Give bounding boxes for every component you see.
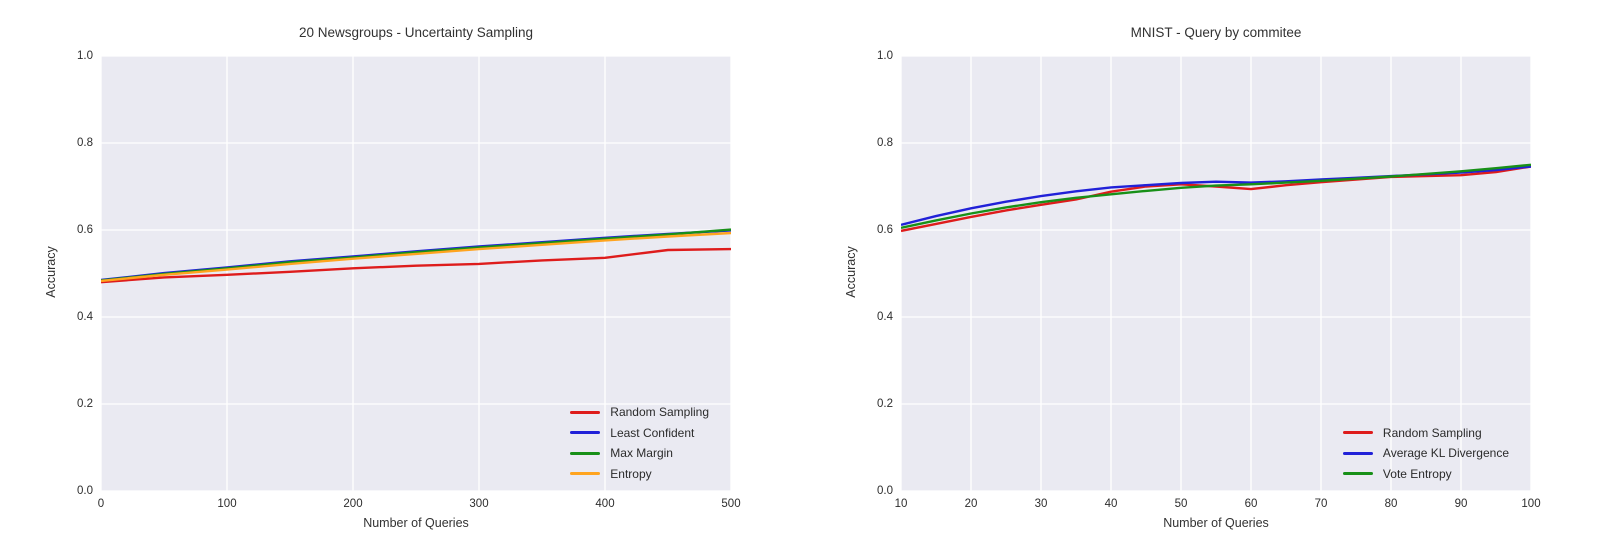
legend-row-max-margin: Max Margin [570,443,709,464]
series-line-random-sampling [101,247,731,284]
x-axis-label: Number of Queries [363,516,469,530]
legend-row-vote-entropy: Vote Entropy [1342,464,1509,485]
x-tick-label: 10 [894,498,908,510]
y-tick-label: 0.8 [77,137,93,149]
legend-label: Vote Entropy [1382,466,1452,481]
legend-label: Least Confident [610,425,695,440]
legend-line-icon [570,410,601,414]
chart-title: MNIST - Query by commitee [1130,25,1302,40]
x-tick-label: 300 [469,498,489,510]
x-axis-label: Number of Queries [1163,516,1269,530]
legend-label: Random Sampling [610,405,709,420]
y-tick-label: 0.6 [877,224,893,236]
y-tick-label: 0.0 [877,485,893,497]
series-line-random-sampling [901,165,1531,233]
x-tick-label: 50 [1174,498,1188,510]
y-tick-label: 1.0 [877,50,893,62]
y-tick-label: 0.4 [877,311,893,323]
legend-line-icon [570,431,601,435]
series-line-vote-entropy [901,163,1531,229]
legend-label: Max Margin [610,446,673,461]
legend-label: Entropy [610,466,652,481]
chart-panel-mnist: MNIST - Query by commitee Accuracy Rando… [800,0,1600,550]
x-tick-label: 20 [964,498,978,510]
legend-row-least-confident: Least Confident [570,423,709,444]
y-tick-label: 0.6 [77,224,93,236]
legend: Random Sampling Least Confident Max Margin… [570,402,709,484]
x-tick-label: 200 [343,498,363,510]
legend-line-icon [570,451,601,455]
plot-area: Random Sampling Average KL Divergence Vote… [901,56,1531,491]
legend-line-icon [1342,451,1373,455]
y-tick-label: 0.2 [77,398,93,410]
x-tick-label: 100 [1521,498,1541,510]
legend-row-random-sampling: Random Sampling [570,402,709,423]
x-tick-label: 60 [1244,498,1258,510]
y-axis-label: Accuracy [44,246,58,298]
chart-panel-20newsgroups: 20 Newsgroups - Uncertainty Sampling Acc… [44,25,741,530]
y-tick-label: 0.0 [77,485,93,497]
x-tick-label: 40 [1104,498,1118,510]
x-tick-label: 500 [721,498,741,510]
legend-row-random-sampling: Random Sampling [1342,423,1509,444]
y-tick-label: 0.4 [77,311,93,323]
chart-svg [901,56,1531,491]
legend-row-average-kl-divergence: Average KL Divergence [1342,443,1509,464]
legend-line-icon [570,472,601,476]
y-tick-label: 0.8 [877,137,893,149]
chart-title: 20 Newsgroups - Uncertainty Sampling [298,25,534,40]
y-axis-label: Accuracy [844,246,858,298]
legend: Random Sampling Average KL Divergence Vote… [1342,423,1509,485]
legend-line-icon [1342,472,1373,476]
x-tick-label: 30 [1034,498,1048,510]
x-tick-label: 80 [1384,498,1398,510]
plot-area: Random Sampling Least Confident Max Margin… [101,56,731,491]
x-tick-label: 0 [97,498,105,510]
y-tick-label: 0.2 [877,398,893,410]
legend-line-icon [1342,431,1373,435]
x-tick-label: 400 [595,498,615,510]
x-tick-label: 90 [1454,498,1468,510]
x-tick-label: 100 [217,498,237,510]
series-line-entropy [101,231,731,283]
x-tick-label: 70 [1314,498,1328,510]
legend-label: Random Sampling [1382,425,1482,440]
legend-row-entropy: Entropy [570,464,709,485]
y-tick-label: 1.0 [77,50,93,62]
legend-label: Average KL Divergence [1382,446,1509,461]
chart-svg [101,56,731,491]
